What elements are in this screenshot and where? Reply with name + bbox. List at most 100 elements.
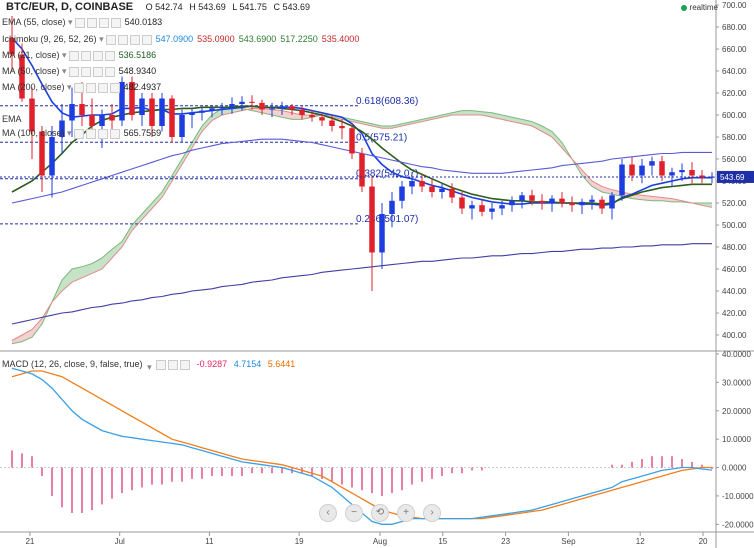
- settings-icon[interactable]: [168, 359, 179, 370]
- dropdown-icon[interactable]: ▾: [96, 34, 104, 44]
- ichimoku-cloud-segment: [92, 258, 102, 274]
- candle-body: [99, 115, 105, 126]
- more-icon[interactable]: [141, 34, 152, 45]
- ichimoku-cloud-segment: [152, 192, 162, 209]
- candle-body: [179, 115, 185, 137]
- reset-view-icon[interactable]: ⟲: [371, 504, 389, 522]
- candle-body: [389, 200, 395, 214]
- eye-icon[interactable]: [156, 359, 167, 370]
- candle-body: [249, 101, 255, 103]
- legend-value: 535.4000: [321, 34, 360, 44]
- more-icon[interactable]: [104, 66, 115, 77]
- close-icon[interactable]: [92, 66, 103, 77]
- candle-body: [59, 120, 65, 137]
- candle-body: [379, 214, 385, 253]
- candle-body: [139, 98, 145, 115]
- candle-body: [449, 188, 455, 198]
- close-icon[interactable]: [180, 359, 191, 370]
- nav-left-icon[interactable]: ‹: [319, 504, 337, 522]
- candle-body: [339, 126, 345, 129]
- settings-icon[interactable]: [85, 82, 96, 93]
- ema-55-line: [11, 37, 712, 207]
- y-tick-label: 680.00: [722, 23, 747, 32]
- ichimoku-cloud-segment: [372, 123, 382, 129]
- legend-row[interactable]: EMA (55, close) ▾ 540.0183: [2, 16, 162, 28]
- x-tick-label: 11: [205, 537, 214, 546]
- candle-body: [479, 205, 485, 212]
- candle-body: [259, 102, 265, 110]
- zoom-in-icon[interactable]: +: [397, 504, 415, 522]
- candle-body: [269, 108, 275, 110]
- settings-icon[interactable]: [86, 17, 97, 28]
- close-icon[interactable]: [97, 82, 108, 93]
- y-tick-label: 640.00: [722, 67, 747, 76]
- nav-right-icon[interactable]: ›: [423, 504, 441, 522]
- legend-row[interactable]: MA (100, close) ▾ 565.7569: [2, 127, 161, 139]
- more-icon[interactable]: [110, 17, 121, 28]
- settings-icon[interactable]: [117, 34, 128, 45]
- more-icon[interactable]: [109, 128, 120, 139]
- y-tick-label: 400.00: [722, 331, 747, 340]
- ichimoku-cloud-segment: [202, 115, 212, 132]
- macd-value-hist: -0.9287: [196, 359, 228, 369]
- dropdown-icon[interactable]: ▾: [65, 17, 73, 27]
- settings-icon[interactable]: [80, 66, 91, 77]
- macd-y-tick-label: 20.0000: [722, 407, 751, 416]
- macd-legend: MACD (12, 26, close, 9, false, true) ▾ -…: [2, 358, 295, 372]
- dropdown-icon[interactable]: ▾: [59, 66, 67, 76]
- more-icon[interactable]: [109, 82, 120, 93]
- ichimoku-cloud-segment: [192, 126, 202, 148]
- dropdown-icon[interactable]: ▾: [59, 50, 67, 60]
- realtime-indicator: realtime: [680, 3, 718, 12]
- candle-body: [429, 186, 435, 192]
- close-icon[interactable]: [129, 34, 140, 45]
- more-icon[interactable]: [104, 50, 115, 61]
- legend-row[interactable]: Ichimoku (9, 26, 52, 26) ▾ 547.0900 535.09…: [2, 33, 359, 45]
- candle-body: [539, 200, 545, 203]
- candle-body: [289, 106, 295, 110]
- candle-body: [549, 198, 555, 203]
- close-icon[interactable]: [92, 50, 103, 61]
- ichimoku-cloud-segment: [482, 111, 492, 118]
- legend-value: 547.0900: [155, 34, 194, 44]
- symbol-title: BTC/EUR, D, COINBASE: [6, 1, 134, 13]
- close-icon[interactable]: [98, 17, 109, 28]
- dropdown-icon[interactable]: ▾: [64, 82, 72, 92]
- macd-y-tick-label: -10.0000: [722, 492, 754, 501]
- eye-icon[interactable]: [68, 66, 79, 77]
- dropdown-icon[interactable]: ▾: [147, 361, 152, 372]
- settings-icon[interactable]: [85, 128, 96, 139]
- legend-label: MA (21, close): [2, 50, 60, 60]
- legend-row[interactable]: MA (200, close) ▾ 482.4937: [2, 81, 161, 93]
- zoom-out-icon[interactable]: −: [345, 504, 363, 522]
- candle-body: [419, 181, 425, 187]
- candle-body: [29, 98, 35, 132]
- macd-line: [11, 367, 713, 525]
- ichimoku-cloud-segment: [362, 121, 372, 126]
- ichimoku-cloud-segment: [632, 194, 642, 200]
- legend-value: 543.6900: [238, 34, 277, 44]
- close-icon[interactable]: [97, 128, 108, 139]
- eye-icon[interactable]: [73, 128, 84, 139]
- legend-row[interactable]: EMA: [2, 113, 22, 125]
- legend-row[interactable]: MA (50, close) ▾ 548.9340: [2, 65, 156, 77]
- ichimoku-cloud-segment: [542, 126, 552, 137]
- legend-row[interactable]: MA (21, close) ▾ 536.5186: [2, 49, 156, 61]
- candle-body: [159, 98, 165, 126]
- candle-body: [559, 198, 565, 203]
- candle-body: [349, 128, 355, 154]
- fib-level-label: 0.618(608.36): [356, 96, 418, 107]
- fib-level-label: 0.5(575.21): [356, 132, 407, 143]
- ichimoku-cloud-segment: [442, 112, 452, 118]
- eye-icon[interactable]: [105, 34, 116, 45]
- ichimoku-cloud-segment: [392, 123, 402, 129]
- realtime-label: realtime: [689, 3, 718, 12]
- candle-body: [489, 208, 495, 212]
- dropdown-icon[interactable]: ▾: [64, 128, 72, 138]
- eye-icon[interactable]: [73, 82, 84, 93]
- eye-icon[interactable]: [68, 50, 79, 61]
- eye-icon[interactable]: [74, 17, 85, 28]
- settings-icon[interactable]: [80, 50, 91, 61]
- candle-body: [199, 110, 205, 113]
